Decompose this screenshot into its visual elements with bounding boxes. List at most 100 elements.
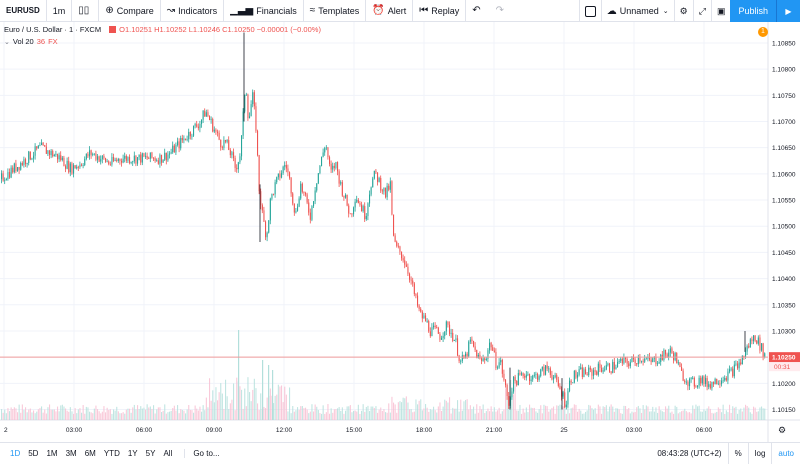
candle-body — [481, 358, 483, 361]
volume-bar — [631, 411, 633, 420]
range-button-all[interactable]: All — [163, 449, 173, 458]
candle-body — [572, 382, 574, 384]
snapshot-button[interactable]: ▣ — [710, 0, 731, 22]
volume-bar — [236, 377, 238, 420]
alert-count-badge[interactable]: 1 — [758, 27, 768, 37]
interval-selector[interactable]: 1m — [47, 0, 73, 22]
alert-button[interactable]: ⏰ Alert — [366, 0, 414, 22]
axis-settings-gear-icon[interactable]: ⚙ — [778, 426, 786, 436]
range-button-1m[interactable]: 1M — [46, 449, 58, 458]
indicators-label: Indicators — [178, 5, 218, 16]
candle-body — [45, 146, 47, 154]
candle-body — [266, 232, 268, 238]
compare-button[interactable]: ⊕ Compare — [99, 0, 161, 22]
goto-button[interactable]: Go to... — [184, 449, 220, 458]
replay-button[interactable]: ⏮ Replay — [413, 0, 467, 22]
y-tick-label: 1.10150 — [772, 407, 796, 414]
candle-body — [121, 160, 123, 163]
volume-bar — [397, 402, 399, 420]
volume-bar — [585, 411, 587, 420]
camera-icon: ▣ — [716, 5, 726, 16]
candle-body — [50, 150, 52, 156]
volume-bar — [162, 410, 164, 420]
layout-name-button[interactable]: ☁ Unnamed ⌄ — [600, 0, 674, 22]
candle-body — [295, 210, 297, 213]
candle-body — [245, 94, 247, 96]
chart-type-button[interactable]: ▯▯ — [72, 0, 100, 22]
candle-body — [597, 363, 599, 375]
volume-bar — [226, 396, 228, 420]
candle-body — [309, 212, 311, 220]
volume-bar — [221, 393, 223, 420]
fullscreen-button[interactable]: ⤢ — [692, 0, 711, 22]
volume-bar — [306, 409, 308, 420]
range-button-1y[interactable]: 1Y — [127, 449, 138, 458]
range-button-5y[interactable]: 5Y — [145, 449, 156, 458]
range-button-ytd[interactable]: YTD — [103, 449, 120, 458]
candle-body — [332, 165, 334, 170]
indicators-button[interactable]: ↝ Indicators — [161, 0, 225, 22]
volume-bar — [327, 404, 329, 420]
log-toggle[interactable]: log — [747, 443, 772, 464]
play-button[interactable]: ▶ — [776, 0, 800, 22]
layout-toggle-button[interactable] — [578, 0, 601, 22]
candle-body — [282, 166, 284, 174]
volume-bar — [535, 411, 537, 420]
volume-bar — [476, 404, 478, 420]
range-button-3m[interactable]: 3M — [65, 449, 77, 458]
range-button-1d[interactable]: 1D — [10, 449, 21, 458]
candle-body — [12, 167, 14, 173]
candle-body — [594, 370, 596, 372]
candle-body — [407, 266, 409, 274]
chart-legend: Euro / U.S. Dollar · 1 · FXCM O1.10251 H1… — [4, 25, 321, 34]
volume-bar — [34, 413, 36, 420]
candle-body — [205, 112, 207, 117]
volume-bar — [146, 404, 148, 420]
redo-button[interactable]: ↷ — [490, 0, 513, 22]
range-button-6m[interactable]: 6M — [84, 449, 96, 458]
candle-body — [71, 163, 73, 174]
candle-body — [111, 156, 113, 165]
financials-button[interactable]: ▁▃▅ Financials — [224, 0, 304, 22]
volume-bar — [354, 410, 356, 420]
candle-body — [412, 280, 414, 284]
candle-body — [684, 380, 686, 383]
clock[interactable]: 08:43:28 (UTC+2) — [657, 449, 722, 458]
candle-body — [161, 154, 163, 163]
volume-bar — [330, 408, 332, 420]
volume-bar — [279, 386, 281, 420]
candle-body — [746, 346, 748, 352]
candle-body — [445, 321, 447, 332]
volume-bar — [114, 410, 116, 420]
undo-button[interactable]: ↶ — [466, 0, 489, 22]
auto-toggle[interactable]: auto — [771, 443, 800, 464]
volume-bar — [681, 411, 683, 420]
volume-bar — [380, 407, 382, 420]
candle-body — [711, 381, 713, 389]
volume-bar — [156, 409, 158, 420]
chevron-down-icon: ⌄ — [662, 8, 669, 15]
candle-body — [655, 356, 657, 365]
volume-bar — [60, 405, 62, 420]
candle-body — [276, 177, 278, 183]
volume-bar — [253, 378, 255, 420]
volume-bar — [269, 388, 271, 420]
volume-bar — [554, 413, 556, 420]
settings-button[interactable]: ⚙ — [673, 0, 693, 22]
percent-toggle[interactable]: % — [727, 443, 748, 464]
candle-body — [591, 369, 593, 376]
collapse-chevron-icon[interactable]: ⌄ — [4, 39, 10, 46]
templates-button[interactable]: ≈ Templates — [304, 0, 367, 22]
volume-bar — [133, 404, 135, 420]
volume-bar — [234, 410, 236, 420]
candle-body — [154, 158, 156, 161]
price-chart[interactable]: 1.10850 1.10800 1.10750 1.10700 1.10650 1.106… — [0, 22, 800, 442]
symbol-search[interactable]: EURUSD — [0, 0, 47, 22]
candle-body — [447, 321, 449, 325]
volume-bar — [23, 409, 25, 420]
candle-body — [194, 124, 196, 126]
range-button-5d[interactable]: 5D — [28, 449, 39, 458]
symbol-label: EURUSD — [6, 6, 40, 15]
candle-body — [189, 131, 191, 137]
publish-button[interactable]: Publish — [730, 0, 776, 22]
